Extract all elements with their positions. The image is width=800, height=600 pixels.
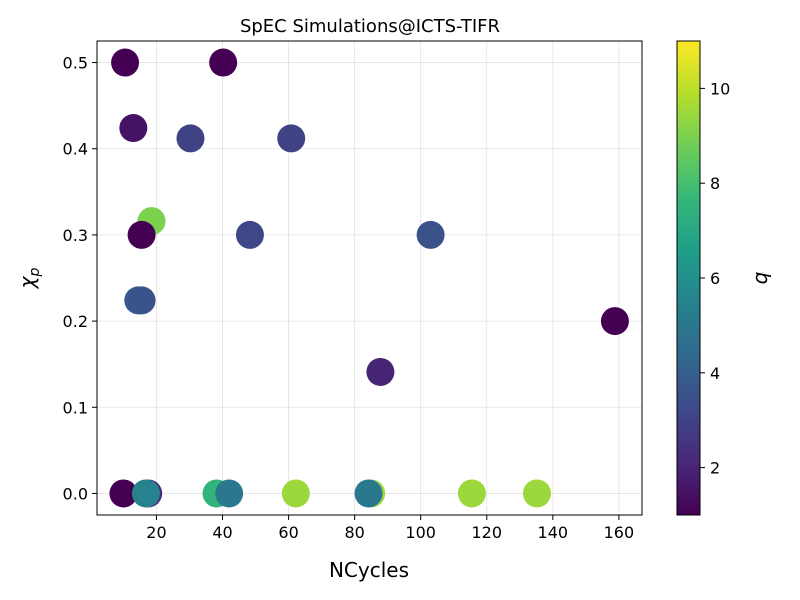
colorbar-tick-label: 8 bbox=[710, 174, 720, 193]
y-tick-label: 0.4 bbox=[63, 140, 88, 159]
plot-frame bbox=[96, 40, 643, 516]
data-point bbox=[354, 479, 383, 508]
x-tick-label: 140 bbox=[538, 523, 569, 542]
x-tick-label: 80 bbox=[344, 523, 364, 542]
y-tick-label: 0.0 bbox=[63, 484, 88, 503]
data-point bbox=[416, 220, 445, 249]
data-point bbox=[215, 479, 244, 508]
y-tick-label: 0.2 bbox=[63, 312, 88, 331]
data-point bbox=[109, 479, 138, 508]
colorbar-tick-label: 4 bbox=[710, 364, 720, 383]
y-tick-label: 0.5 bbox=[63, 54, 88, 73]
y-axis-label: χp bbox=[15, 268, 43, 290]
colorbar-tick-label: 2 bbox=[710, 459, 720, 478]
data-point bbox=[457, 479, 486, 508]
x-axis-label: NCycles bbox=[329, 558, 409, 582]
data-point bbox=[131, 479, 160, 508]
data-point bbox=[119, 114, 148, 143]
grid bbox=[97, 41, 642, 515]
y-tick-label: 0.1 bbox=[63, 398, 88, 417]
x-tick-label: 60 bbox=[278, 523, 298, 542]
x-tick-label: 120 bbox=[471, 523, 502, 542]
data-point bbox=[366, 357, 395, 386]
chart-title: SpEC Simulations@ICTS-TIFR bbox=[240, 16, 500, 37]
x-tick-label: 160 bbox=[604, 523, 635, 542]
colorbar-tick-label: 10 bbox=[710, 79, 730, 98]
data-point bbox=[127, 286, 156, 315]
y-axis-label-main: χ bbox=[15, 275, 39, 289]
colorbar-ticks: 2 4 6 8 10 bbox=[700, 79, 730, 478]
data-point bbox=[522, 479, 551, 508]
x-tick-label: 100 bbox=[405, 523, 436, 542]
data-point bbox=[209, 48, 238, 77]
colorbar bbox=[676, 40, 701, 516]
x-tick-label: 20 bbox=[146, 523, 166, 542]
data-point bbox=[277, 124, 306, 153]
colorbar-label: q bbox=[748, 272, 772, 285]
colorbar-tick-label: 6 bbox=[710, 269, 720, 288]
x-tick-label: 40 bbox=[212, 523, 232, 542]
points-layer bbox=[109, 48, 629, 508]
x-axis: 20 40 60 80 100 120 140 160 bbox=[146, 515, 634, 542]
y-axis: 0.0 0.1 0.2 0.3 0.4 0.5 bbox=[63, 54, 97, 503]
data-point bbox=[235, 220, 264, 249]
data-point bbox=[111, 48, 140, 77]
data-point bbox=[600, 307, 629, 336]
data-point bbox=[176, 124, 205, 153]
y-tick-label: 0.3 bbox=[63, 226, 88, 245]
data-point bbox=[281, 479, 310, 508]
data-point bbox=[127, 220, 156, 249]
y-axis-label-subscript: p bbox=[27, 268, 43, 278]
